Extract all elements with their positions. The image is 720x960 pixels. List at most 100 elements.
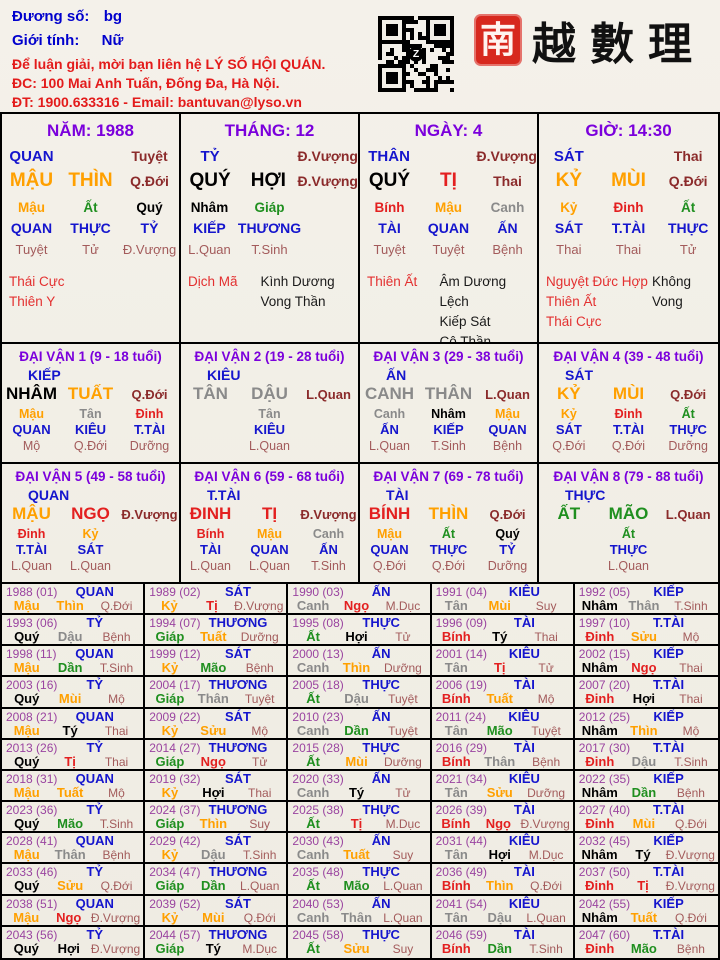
year-cell: 2030 (43) ẤN Canh Tuất Suy xyxy=(288,833,432,865)
stage-label: M.Dục xyxy=(242,941,278,956)
year-cell: 2025 (38) THỰC Ất Tị M.Dục xyxy=(288,802,432,834)
hidden-stem-column: Đinh T.TÀI Dưỡng xyxy=(120,406,179,454)
hidden-stem-column: Mậu QUAN Tuyệt xyxy=(419,198,478,260)
heavenly-stem: Giáp xyxy=(155,629,185,645)
pillar-title: NGÀY: 4 xyxy=(414,121,483,140)
dai-van-cell: ĐẠI VẬN 4 (39 - 48 tuổi) SÁT KỶ MÙI Q.Đới Kỷ S… xyxy=(539,344,718,462)
star-name: Nguyệt Đức Hợp xyxy=(546,274,648,289)
heavenly-stem: Ất xyxy=(306,816,320,832)
stage-label: Bệnh xyxy=(245,661,274,676)
heavenly-stem: Ất xyxy=(306,878,320,894)
hidden-stem-column: Tân KIÊU Q.Đới xyxy=(61,406,120,454)
year-cell: 2005 (18) THỰC Ất Dậu Tuyệt xyxy=(288,677,432,709)
year-label: 2016 (29) xyxy=(435,740,487,755)
earthly-branch: Thìn xyxy=(56,598,84,613)
ten-god-label: THỰC xyxy=(565,487,606,503)
year-label: 2034 (47) xyxy=(149,865,201,880)
year-label: 2043 (56) xyxy=(6,927,58,942)
heavenly-stem: Mậu xyxy=(13,847,40,863)
year-top-line: 2008 (21) QUAN xyxy=(6,708,140,724)
stage-label: M.Dục xyxy=(385,599,421,613)
ten-god-label: QUAN xyxy=(75,708,114,724)
stage-label: Đ.Vượng xyxy=(520,817,570,832)
star-name: Cô Thần xyxy=(439,334,491,342)
dai-van-main-row: MẬU NGỌ Đ.Vượng xyxy=(2,504,179,524)
ten-god-label: KIÊU xyxy=(253,422,286,437)
ten-god-label: KIÊU xyxy=(508,646,540,662)
stage-label: Thai xyxy=(679,661,703,676)
year-cell: 2026 (39) TÀI Bính Ngọ Đ.Vượng xyxy=(431,802,575,834)
earthly-branch: Tị xyxy=(350,816,363,832)
stage-label: Thai xyxy=(104,754,129,769)
stage-label: Suy xyxy=(392,941,414,956)
year-cell: 1993 (06) TỶ Quý Dậu Bệnh xyxy=(2,615,146,647)
star-name: Không Vong xyxy=(651,274,691,309)
heavenly-stem: Bính xyxy=(441,816,471,832)
ten-god-label: SÁT xyxy=(224,584,251,599)
hidden-stem-column: Mậu QUAN Mộ xyxy=(2,406,61,454)
heavenly-stem: Tân xyxy=(444,722,468,738)
stage-label: Tử xyxy=(395,785,411,800)
year-label: 1995 (08) xyxy=(292,616,344,631)
heavenly-stem: Ất xyxy=(306,629,320,645)
stage-label: Đ.Vượng xyxy=(665,848,715,863)
year-bottom-line: Quý Mão T.Sinh xyxy=(6,817,140,832)
year-top-line: 2002 (15) KIẾP xyxy=(579,647,715,662)
ten-god-label: QUAN xyxy=(28,487,70,503)
year-cell: 2045 (58) THỰC Ất Sửu Suy xyxy=(288,926,432,958)
ten-god-label: TỶ xyxy=(86,926,104,942)
hidden-stem-column: Tân KIÊU L.Quan xyxy=(240,406,299,454)
hidden-stem-column: Ất THỰC Tử xyxy=(61,198,120,260)
year-bottom-line: Ất Sửu Suy xyxy=(292,941,426,956)
contact-address: ĐC: 100 Mai Anh Tuấn, Đống Đa, Hà Nội. xyxy=(12,75,280,91)
stage-label: Q.Đới xyxy=(489,506,526,522)
year-bottom-line: Tân Tị Tử xyxy=(436,661,570,676)
stage-label: Thai xyxy=(248,785,272,800)
ten-god-label: THỰC xyxy=(362,926,400,942)
hidden-stem: Giáp xyxy=(254,200,285,215)
year-top-line: 2032 (45) KIẾP xyxy=(579,834,715,849)
hidden-stem-column: Quý TỶ Dưỡng xyxy=(478,526,537,574)
year-label: 2013 (26) xyxy=(6,740,58,755)
year-bottom-line: Kỷ Mão Bệnh xyxy=(149,661,283,676)
earthly-branch: Dần xyxy=(344,722,369,738)
year-label: 2024 (37) xyxy=(149,803,201,818)
heavenly-stem: Mậu xyxy=(13,909,40,925)
heavenly-stem: Tân xyxy=(444,909,468,925)
year-cell: 2006 (19) TÀI Bính Tuất Mộ xyxy=(431,677,575,709)
ten-god-label: TỶ xyxy=(86,615,104,631)
stage-label: L.Quan xyxy=(248,439,290,453)
stage-label: Đ.Vượng xyxy=(122,242,177,257)
hidden-stem: Đinh xyxy=(135,407,164,421)
year-cell: 2034 (47) THƯƠNG Giáp Dần L.Quan xyxy=(145,864,289,896)
dai-van-title: ĐẠI VẬN 5 (49 - 58 tuổi) xyxy=(15,469,166,484)
stage-label: Mộ xyxy=(682,630,700,645)
year-top-line: 2042 (55) KIẾP xyxy=(579,896,715,911)
heavenly-stem: Kỷ xyxy=(161,722,179,738)
auspicious-stars: Thái Cực Thiên Y xyxy=(9,272,77,312)
heavenly-stem: Nhâm xyxy=(581,909,618,925)
hidden-stem-column: Nhâm KIẾP T.Sinh xyxy=(419,406,478,454)
year-bottom-line: Ất Dậu Tuyệt xyxy=(292,692,426,707)
hidden-stem-column: Kỷ SÁT Q.Đới xyxy=(539,406,599,454)
year-bottom-line: Quý Dậu Bệnh xyxy=(6,630,140,645)
stage-label: Tử xyxy=(395,630,411,645)
stage-label: Đ.Vượng xyxy=(297,148,358,164)
stage-label: L.Quan xyxy=(240,879,280,894)
stage-label: Q.Đới xyxy=(670,386,707,402)
year-cell: 1999 (12) SÁT Kỷ Mão Bệnh xyxy=(145,646,289,678)
stage-label: Tuyệt xyxy=(388,723,418,738)
year-top-line: 1989 (02) SÁT xyxy=(149,584,283,600)
heavenly-stem: Nhâm xyxy=(581,784,618,800)
year-bottom-line: Đinh Sửu Mộ xyxy=(579,629,715,645)
stage-label: Dưỡng xyxy=(240,630,279,645)
earthly-branch: TỊ xyxy=(261,504,278,523)
hidden-stem: Mậu xyxy=(19,407,44,421)
year-bottom-line: Bính Thân Bệnh xyxy=(436,754,570,769)
special-stars: Thiên Ất Âm Dương Lệch Kiếp Sát Cô Thần xyxy=(360,272,537,342)
earthly-branch: Sửu xyxy=(630,629,657,645)
year-cell: 2001 (14) KIÊU Tân Tị Tử xyxy=(431,646,575,678)
year-bottom-line: Giáp Dần L.Quan xyxy=(149,879,283,894)
stage-label: Q.Đới xyxy=(675,910,707,925)
annual-luck-table: 1988 (01) QUAN Mậu Thìn Q.Đới 1989 (02) SÁT Kỷ T… xyxy=(0,584,720,960)
